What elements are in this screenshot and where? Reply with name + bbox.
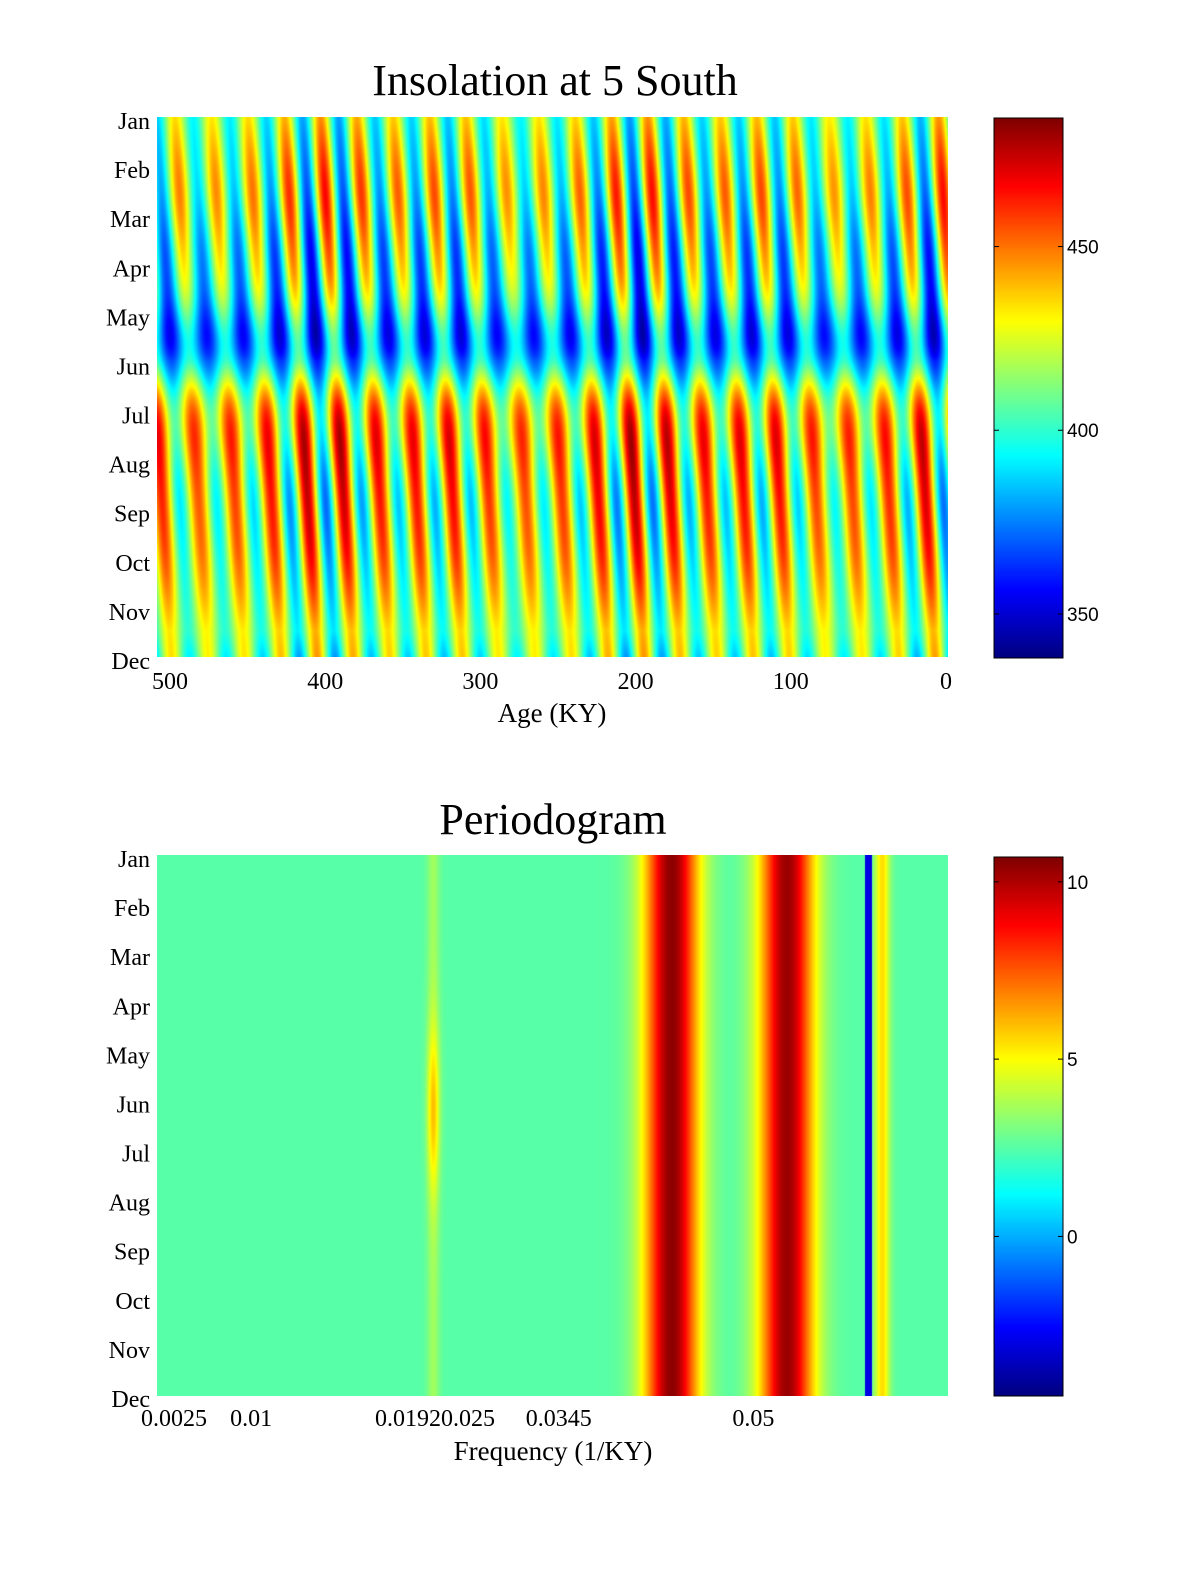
y-tick-label-apr: Apr bbox=[113, 256, 150, 282]
periodogram-colorbar-ticks: 0 5 10 bbox=[994, 873, 1088, 1248]
x-tick-label: 0.0192 bbox=[375, 1406, 441, 1432]
chart-title-insolation: Insolation at 5 South bbox=[372, 56, 737, 105]
y-tick-label-dec: Dec bbox=[111, 649, 150, 675]
y-tick-label-mar: Mar bbox=[110, 945, 150, 971]
colorbar-tick-label: 400 bbox=[1067, 421, 1099, 442]
y-tick-label-apr: Apr bbox=[113, 994, 150, 1020]
x-tick-label: 0.01 bbox=[230, 1406, 272, 1432]
periodogram-panel: Periodogram Jan Feb Mar Apr May Jun Jul Aug Sep O… bbox=[106, 795, 1088, 1466]
y-tick-label-feb: Feb bbox=[114, 896, 150, 922]
insolation-heatmap-area bbox=[157, 117, 948, 657]
x-tick-label: 100 bbox=[773, 669, 809, 695]
x-tick-label: 0 bbox=[940, 669, 952, 695]
x-tick-label: 0.025 bbox=[441, 1406, 495, 1432]
y-tick-label-dec: Dec bbox=[111, 1387, 150, 1413]
colorbar-tick-label: 450 bbox=[1067, 238, 1099, 259]
y-tick-label-mar: Mar bbox=[110, 207, 150, 233]
x-axis-label-age: Age (KY) bbox=[498, 698, 607, 728]
x-tick-label: 0.0025 bbox=[141, 1406, 207, 1432]
y-tick-label-feb: Feb bbox=[114, 158, 150, 184]
periodogram-colorbar bbox=[994, 857, 1063, 1396]
insolation-panel: Insolation at 5 South Jan Feb Mar Apr May Jun… bbox=[106, 56, 1099, 728]
insolation-x-tick-labels: 500 400 300 200 100 0 bbox=[152, 669, 952, 695]
x-tick-label: 400 bbox=[307, 669, 343, 695]
periodogram-y-tick-labels: Jan Feb Mar Apr May Jun Jul Aug Sep Oct Nov Dec bbox=[106, 847, 150, 1413]
insolation-colorbar bbox=[994, 118, 1063, 658]
y-tick-label-sep: Sep bbox=[114, 1240, 150, 1266]
y-tick-label-jun: Jun bbox=[117, 1092, 150, 1118]
insolation-y-tick-labels: Jan Feb Mar Apr May Jun Jul Aug Sep Oct Nov Dec bbox=[106, 109, 150, 675]
y-tick-label-jun: Jun bbox=[117, 354, 150, 380]
y-tick-label-jul: Jul bbox=[122, 1142, 150, 1168]
y-tick-label-aug: Aug bbox=[109, 453, 150, 479]
periodogram-colorbar-frame bbox=[993, 856, 1064, 1397]
x-tick-label: 0.0345 bbox=[526, 1406, 592, 1432]
y-tick-label-nov: Nov bbox=[109, 1338, 150, 1364]
y-tick-label-may: May bbox=[106, 305, 150, 331]
colorbar-tick-label: 5 bbox=[1067, 1050, 1078, 1071]
x-tick-label: 300 bbox=[462, 669, 498, 695]
colorbar-tick-label: 0 bbox=[1067, 1227, 1078, 1248]
periodogram-x-tick-labels: 0.0025 0.01 0.0192 0.025 0.0345 0.05 bbox=[141, 1406, 774, 1432]
y-tick-label-jan: Jan bbox=[118, 109, 150, 135]
colorbar-tick-label: 350 bbox=[1067, 605, 1099, 626]
insolation-colorbar-frame bbox=[993, 117, 1064, 659]
x-tick-label: 200 bbox=[618, 669, 654, 695]
x-tick-label: 0.05 bbox=[732, 1406, 774, 1432]
y-tick-label-oct: Oct bbox=[115, 551, 150, 577]
y-tick-label-jul: Jul bbox=[122, 404, 150, 430]
y-tick-label-sep: Sep bbox=[114, 502, 150, 528]
insolation-colorbar-ticks: 350 400 450 bbox=[994, 238, 1099, 626]
x-axis-label-frequency: Frequency (1/KY) bbox=[454, 1436, 653, 1466]
y-tick-label-jan: Jan bbox=[118, 847, 150, 873]
x-tick-label: 500 bbox=[152, 669, 188, 695]
periodogram-heatmap-area bbox=[157, 855, 948, 1396]
y-tick-label-nov: Nov bbox=[109, 600, 150, 626]
y-tick-label-oct: Oct bbox=[115, 1289, 150, 1315]
y-tick-label-may: May bbox=[106, 1043, 150, 1069]
chart-title-periodogram: Periodogram bbox=[439, 795, 666, 844]
y-tick-label-aug: Aug bbox=[109, 1191, 150, 1217]
colorbar-tick-label: 10 bbox=[1067, 873, 1088, 894]
